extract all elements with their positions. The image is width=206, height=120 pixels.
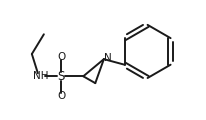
Text: O: O — [57, 52, 65, 62]
Text: O: O — [57, 91, 65, 101]
Text: N: N — [104, 53, 112, 63]
Text: S: S — [57, 70, 65, 83]
Text: NH: NH — [33, 71, 48, 81]
